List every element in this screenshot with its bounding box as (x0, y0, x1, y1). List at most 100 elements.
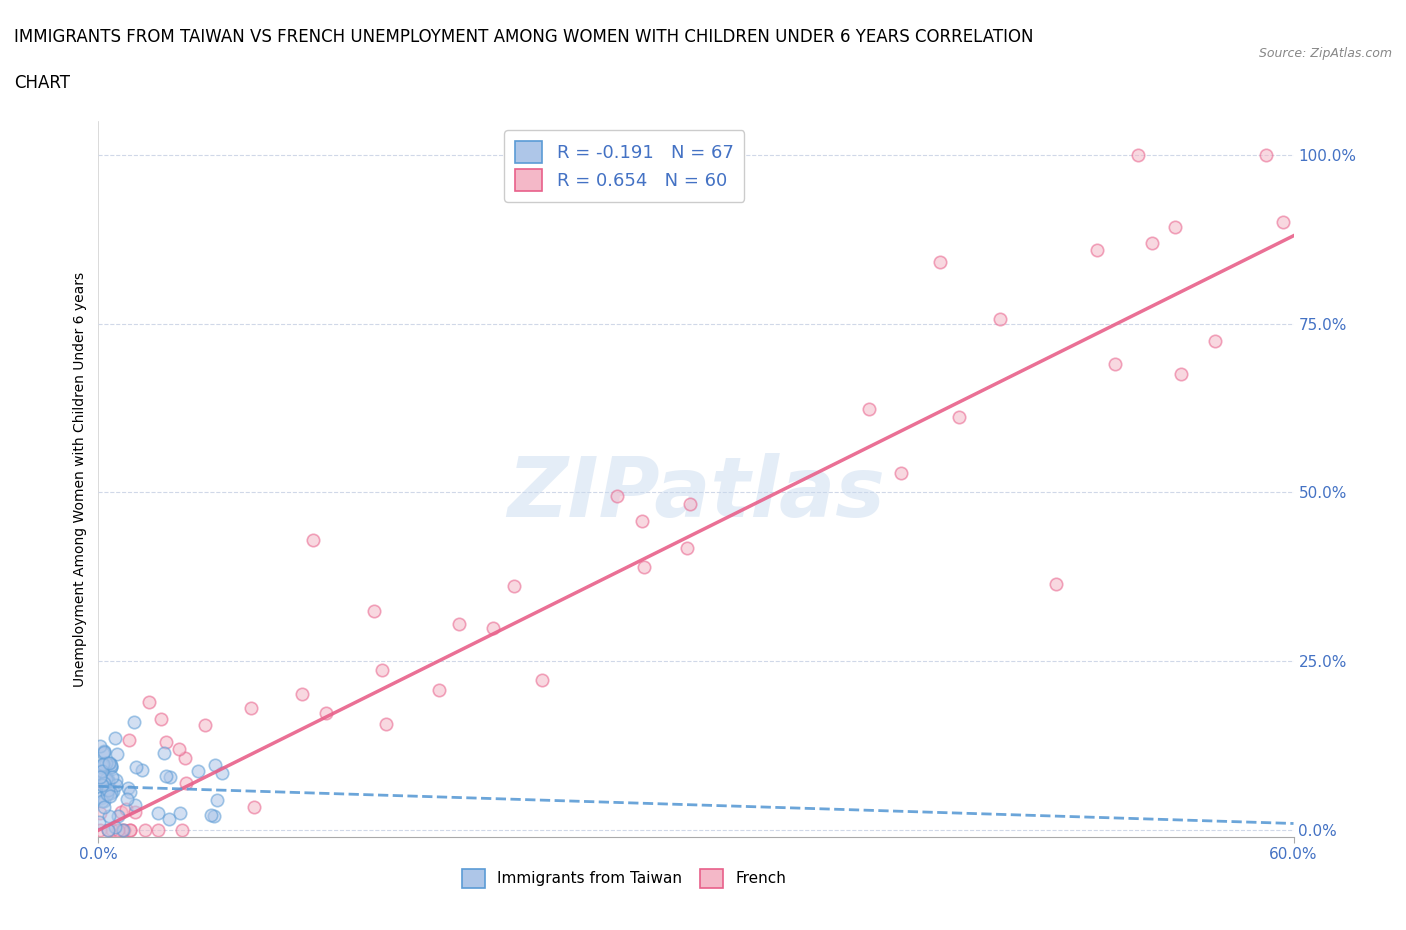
Point (89, 823, 111, 838)
Point (97, 771, 120, 786)
Point (118, 785, 141, 800)
Point (1045, 577, 1067, 591)
Point (93, 794, 115, 809)
Point (134, 823, 156, 838)
Point (174, 751, 197, 765)
Point (1271, 214, 1294, 229)
Point (169, 805, 191, 820)
Point (107, 823, 129, 838)
Point (606, 488, 628, 503)
Point (447, 617, 470, 631)
Point (114, 801, 136, 816)
Point (98, 756, 121, 771)
Point (101, 769, 124, 784)
Point (174, 776, 197, 790)
Point (152, 746, 174, 761)
Point (100, 757, 122, 772)
Point (93, 758, 115, 773)
Point (98, 789, 121, 804)
Point (94, 781, 117, 796)
Point (427, 683, 450, 698)
Point (1256, 147, 1278, 162)
Point (124, 798, 146, 813)
Point (93, 799, 115, 814)
Point (111, 823, 134, 838)
Point (87, 765, 110, 780)
Point (100, 759, 122, 774)
Point (482, 620, 505, 635)
Point (117, 781, 139, 796)
Point (205, 793, 228, 808)
Point (167, 741, 190, 756)
Point (115, 791, 138, 806)
Point (104, 731, 127, 746)
Point (94, 772, 117, 787)
Point (91, 757, 114, 772)
Point (146, 823, 169, 838)
Point (676, 540, 699, 555)
Point (374, 716, 396, 731)
Point (371, 662, 394, 677)
Point (240, 700, 263, 715)
Text: Source: ZipAtlas.com: Source: ZipAtlas.com (1258, 46, 1392, 60)
Point (97, 773, 120, 788)
Point (112, 823, 135, 838)
Point (97, 773, 120, 788)
Text: ZIPatlas: ZIPatlas (508, 453, 884, 534)
Point (90, 760, 112, 775)
Point (111, 823, 134, 838)
Point (105, 747, 128, 762)
Point (93, 769, 115, 784)
Point (91, 777, 114, 792)
Point (93, 756, 115, 771)
Point (91, 793, 114, 808)
Text: IMMIGRANTS FROM TAIWAN VS FRENCH UNEMPLOYMENT AMONG WOMEN WITH CHILDREN UNDER 6 : IMMIGRANTS FROM TAIWAN VS FRENCH UNEMPLO… (14, 28, 1033, 46)
Point (315, 706, 337, 721)
Point (131, 763, 153, 777)
Point (118, 823, 141, 838)
Point (204, 758, 226, 773)
Point (1140, 235, 1163, 250)
Point (1170, 366, 1192, 381)
Point (100, 760, 122, 775)
Point (204, 808, 226, 823)
Point (104, 819, 127, 834)
Point (91, 764, 114, 778)
Point (97, 809, 120, 824)
Point (1126, 147, 1149, 162)
Point (124, 760, 146, 775)
Point (97, 823, 120, 838)
Point (97, 780, 120, 795)
Point (1087, 243, 1109, 258)
Point (90, 790, 112, 805)
Point (107, 808, 129, 823)
Point (96, 755, 118, 770)
Point (91, 746, 114, 761)
Point (89, 739, 111, 754)
Point (858, 402, 880, 417)
Point (503, 578, 526, 593)
Point (89, 770, 111, 785)
Text: CHART: CHART (14, 74, 70, 92)
Point (105, 772, 128, 787)
Point (89, 775, 111, 790)
Point (679, 497, 702, 512)
Point (194, 717, 217, 732)
Point (87, 776, 110, 790)
Point (929, 255, 952, 270)
Point (101, 784, 124, 799)
Point (200, 807, 222, 822)
Point (96, 781, 118, 796)
Point (97, 782, 120, 797)
Point (363, 604, 385, 618)
Point (93, 744, 115, 759)
Point (138, 695, 160, 710)
Point (633, 560, 655, 575)
Point (89, 805, 111, 820)
Point (291, 686, 314, 701)
Point (155, 769, 177, 784)
Point (97, 756, 120, 771)
Point (94, 777, 117, 791)
Point (105, 777, 128, 792)
Point (110, 804, 132, 819)
